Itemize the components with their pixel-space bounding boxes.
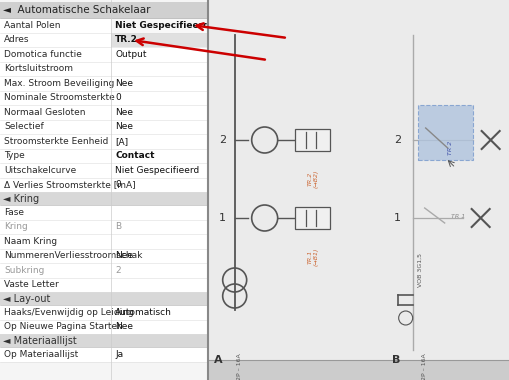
Bar bbox=[0, 305, 208, 320]
Bar bbox=[0, 149, 208, 163]
Text: Aantal Polen: Aantal Polen bbox=[4, 21, 61, 30]
Text: ◄ Lay-out: ◄ Lay-out bbox=[3, 293, 50, 304]
Text: TR.2: TR.2 bbox=[115, 35, 138, 44]
Bar bbox=[0, 234, 208, 249]
Bar bbox=[0, 163, 208, 177]
Bar bbox=[0, 105, 208, 119]
Text: Domotica functie: Domotica functie bbox=[4, 50, 82, 59]
Text: Nee: Nee bbox=[115, 79, 133, 88]
Text: Automatisch: Automatisch bbox=[115, 308, 172, 317]
Bar bbox=[0, 292, 208, 305]
Text: 1: 1 bbox=[394, 213, 401, 223]
Bar bbox=[0, 0, 208, 380]
Text: A: A bbox=[214, 355, 223, 365]
Bar bbox=[0, 220, 208, 234]
Text: Δ Verlies Stroomsterkte [mA]: Δ Verlies Stroomsterkte [mA] bbox=[4, 180, 135, 189]
Text: Nee: Nee bbox=[115, 251, 133, 260]
Bar bbox=[418, 105, 473, 160]
Text: [A]: [A] bbox=[115, 137, 128, 146]
Text: NummerenVerliesstroomschak: NummerenVerliesstroomschak bbox=[4, 251, 143, 260]
Text: Type: Type bbox=[4, 151, 25, 160]
Text: Op Materiaallijst: Op Materiaallijst bbox=[4, 350, 78, 359]
Bar bbox=[0, 2, 208, 18]
Text: TR.1
(→B1): TR.1 (→B1) bbox=[307, 248, 318, 266]
Text: Niet Gespecifieerd: Niet Gespecifieerd bbox=[115, 166, 200, 175]
Bar bbox=[208, 0, 509, 380]
Text: 2: 2 bbox=[394, 135, 401, 145]
Text: Haaks/Evenwijdig op Leiding: Haaks/Evenwijdig op Leiding bbox=[4, 308, 134, 317]
Text: Output: Output bbox=[115, 50, 147, 59]
Bar bbox=[0, 334, 208, 347]
Text: Nee: Nee bbox=[115, 322, 133, 331]
Text: Niet Gespecifieerd: Niet Gespecifieerd bbox=[115, 21, 210, 30]
Text: TR 2: TR 2 bbox=[448, 141, 453, 155]
Text: Op Nieuwe Pagina Starten: Op Nieuwe Pagina Starten bbox=[4, 322, 123, 331]
Text: Vaste Letter: Vaste Letter bbox=[4, 280, 59, 289]
Text: Naam Kring: Naam Kring bbox=[4, 237, 57, 246]
Text: B: B bbox=[115, 222, 121, 231]
Bar bbox=[0, 90, 208, 105]
Bar bbox=[0, 47, 208, 62]
Bar bbox=[208, 360, 509, 380]
Text: 2: 2 bbox=[219, 135, 226, 145]
Text: Ja: Ja bbox=[115, 350, 123, 359]
Bar bbox=[0, 347, 208, 361]
Text: Nee: Nee bbox=[115, 108, 133, 117]
Text: ◄  Automatische Schakelaar: ◄ Automatische Schakelaar bbox=[3, 5, 151, 15]
Text: VOB 3G1,5: VOB 3G1,5 bbox=[418, 253, 423, 287]
Text: Nee: Nee bbox=[115, 122, 133, 131]
Bar bbox=[0, 62, 208, 76]
Text: Adres: Adres bbox=[4, 35, 30, 44]
Text: TR 1: TR 1 bbox=[450, 214, 465, 218]
Bar bbox=[0, 192, 208, 205]
Text: B: B bbox=[392, 355, 401, 365]
Bar bbox=[0, 76, 208, 90]
Bar bbox=[111, 33, 208, 47]
Text: 2P – 16A: 2P – 16A bbox=[237, 353, 242, 380]
Text: Fase: Fase bbox=[4, 208, 24, 217]
Text: Contact: Contact bbox=[115, 151, 155, 160]
Bar bbox=[0, 119, 208, 134]
Text: Subkring: Subkring bbox=[4, 266, 44, 275]
Text: Stroomsterkte Eenheid: Stroomsterkte Eenheid bbox=[4, 137, 108, 146]
Text: 0: 0 bbox=[115, 180, 121, 189]
Bar bbox=[295, 207, 330, 229]
Bar bbox=[0, 249, 208, 263]
Bar bbox=[0, 263, 208, 277]
Text: Kring: Kring bbox=[4, 222, 28, 231]
Text: Kortsluitstroom: Kortsluitstroom bbox=[4, 64, 73, 73]
Text: TR.2
(→B2): TR.2 (→B2) bbox=[307, 170, 318, 188]
Text: Selectief: Selectief bbox=[4, 122, 44, 131]
Text: 2P – 16A: 2P – 16A bbox=[422, 353, 427, 380]
Bar bbox=[0, 18, 208, 33]
Bar bbox=[0, 33, 208, 47]
Text: ◄ Materiaallijst: ◄ Materiaallijst bbox=[3, 336, 77, 345]
Bar bbox=[0, 134, 208, 149]
Bar bbox=[0, 320, 208, 334]
Bar bbox=[0, 0, 208, 380]
Text: 0: 0 bbox=[115, 93, 121, 102]
Text: ◄ Kring: ◄ Kring bbox=[3, 193, 39, 204]
Text: 2: 2 bbox=[115, 266, 121, 275]
Bar bbox=[111, 18, 208, 33]
Text: Nominale Stroomsterkte: Nominale Stroomsterkte bbox=[4, 93, 115, 102]
Text: 1: 1 bbox=[219, 213, 226, 223]
Bar bbox=[0, 177, 208, 192]
Bar bbox=[295, 129, 330, 151]
Text: Max. Stroom Beveiliging: Max. Stroom Beveiliging bbox=[4, 79, 115, 88]
Text: Uitschakelcurve: Uitschakelcurve bbox=[4, 166, 76, 175]
Text: Normaal Gesloten: Normaal Gesloten bbox=[4, 108, 86, 117]
Bar bbox=[0, 277, 208, 292]
Bar bbox=[0, 205, 208, 220]
